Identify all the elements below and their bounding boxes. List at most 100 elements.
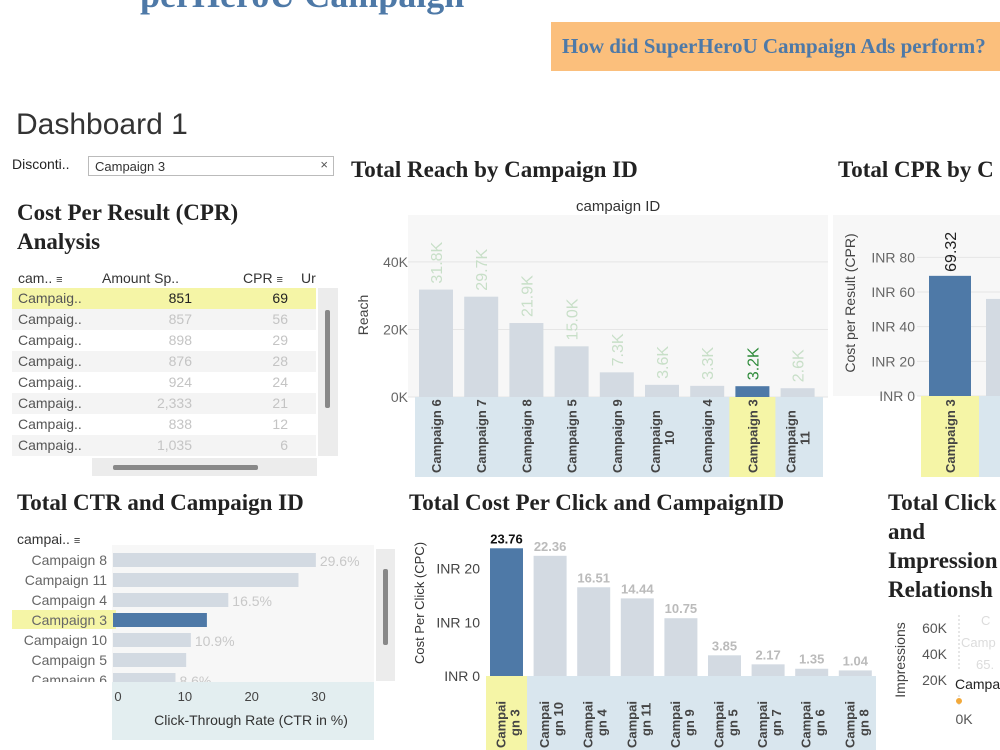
filter-value: Campaign 3 bbox=[95, 159, 166, 174]
x-tick-label: 0K bbox=[955, 711, 973, 727]
bar[interactable] bbox=[577, 587, 611, 676]
bar[interactable] bbox=[838, 670, 872, 676]
cpr-y-axis-label: Cost per Result (CPR) bbox=[842, 233, 858, 372]
sort-icon[interactable]: ≡ bbox=[56, 274, 63, 286]
y-tick-label: INR 80 bbox=[871, 249, 915, 265]
bar[interactable] bbox=[113, 633, 191, 647]
bar[interactable] bbox=[795, 668, 829, 676]
col-header-amount[interactable]: Amount Sp.. bbox=[102, 270, 180, 286]
clicks-y-axis-label: Impressions bbox=[892, 622, 908, 697]
table-row[interactable]: Campaig.. 898 29 bbox=[12, 330, 316, 351]
bar[interactable] bbox=[113, 553, 316, 567]
bar[interactable] bbox=[664, 618, 698, 676]
bar[interactable] bbox=[113, 593, 229, 607]
x-tick-label: gn 11 bbox=[638, 703, 653, 736]
y-tick-label: Campaign 4 bbox=[32, 592, 108, 608]
cpc-y-axis-label: Cost Per Click (CPC) bbox=[412, 542, 427, 664]
cell-amount: 898 bbox=[168, 332, 192, 348]
cpr-hscroll-thumb[interactable] bbox=[113, 465, 258, 470]
x-tick-label: Campai bbox=[755, 701, 770, 748]
bar[interactable] bbox=[464, 296, 499, 397]
col-header-campaign-label: cam.. bbox=[18, 270, 53, 286]
filter-label: Disconti.. bbox=[12, 156, 70, 172]
y-tick-label: Campaign 3 bbox=[32, 612, 108, 628]
bar[interactable] bbox=[751, 664, 785, 676]
bar-data-label: 29.7K bbox=[474, 249, 491, 291]
ctr-vscroll-thumb[interactable] bbox=[383, 569, 388, 645]
tooltip-text: Campa bbox=[955, 676, 1000, 692]
table-row[interactable]: Campaig.. 1,035 6 bbox=[12, 435, 316, 456]
bar[interactable] bbox=[708, 655, 741, 676]
ctr-x-axis-band bbox=[112, 682, 374, 740]
bar[interactable] bbox=[690, 385, 725, 397]
x-tick-label: 10 bbox=[662, 431, 677, 445]
col-header-campaign[interactable]: cam.. ≡ bbox=[18, 270, 63, 286]
table-row[interactable]: Campaig.. 924 24 bbox=[12, 372, 316, 393]
bar[interactable] bbox=[645, 384, 679, 397]
bar[interactable] bbox=[113, 613, 207, 627]
x-tick-label: Campaign bbox=[784, 410, 799, 473]
bar-data-label: 16.5% bbox=[232, 593, 272, 609]
bar-data-label: 21.9K bbox=[519, 275, 536, 317]
scatter-point[interactable] bbox=[956, 698, 962, 704]
cell-amount: 924 bbox=[168, 374, 192, 390]
cell-amount: 2,333 bbox=[156, 395, 192, 411]
y-tick-label: INR 0 bbox=[879, 388, 915, 404]
bar[interactable] bbox=[490, 548, 523, 676]
tooltip-faded-text: Camp bbox=[961, 635, 996, 650]
y-tick-label: 20K bbox=[383, 321, 409, 337]
table-row[interactable]: Campaig.. 2,333 21 bbox=[12, 393, 316, 414]
ctr-chart[interactable]: Campaign 8 29.6% Campaign 11 Campaign 4 16.5… bbox=[10, 545, 395, 740]
col-header-cpr[interactable]: CPR ≡ bbox=[243, 270, 283, 286]
x-tick-label: gn 10 bbox=[551, 702, 566, 736]
clicks-chart-title-line: Total Click bbox=[888, 490, 997, 515]
reach-chart-title: Total Reach by Campaign ID bbox=[351, 157, 638, 182]
bar[interactable] bbox=[113, 653, 187, 667]
bar[interactable] bbox=[533, 555, 567, 676]
bar[interactable] bbox=[113, 573, 299, 587]
cell-cpr: 29 bbox=[272, 332, 288, 348]
bar-data-label: 22.36 bbox=[534, 539, 567, 554]
bar[interactable] bbox=[599, 372, 634, 397]
sort-icon[interactable]: ≡ bbox=[73, 535, 81, 547]
y-tick-label: Campaign 8 bbox=[32, 552, 108, 568]
ctr-column-header[interactable]: campai.. ≡ bbox=[17, 531, 80, 547]
campaign-filter-input[interactable]: Campaign 3 × bbox=[88, 156, 334, 176]
bar[interactable] bbox=[509, 323, 544, 397]
table-row[interactable]: Campaig.. 857 56 bbox=[12, 309, 316, 330]
bar[interactable] bbox=[986, 298, 1000, 396]
bar-data-label: 3.3K bbox=[700, 347, 717, 380]
cpc-chart[interactable]: Cost Per Click (CPC) INR 20 INR 10 INR 0 23.… bbox=[408, 525, 880, 750]
cpr-chart[interactable]: Cost per Result (CPR) INR 80 INR 60 INR 40 I… bbox=[833, 215, 1000, 480]
reach-chart[interactable]: Reach 40K 20K 0K 31.8K Campaign 6 29.7K Campaig… bbox=[350, 215, 830, 480]
bar-data-label: 10.75 bbox=[665, 601, 698, 616]
page-title: Dashboard 1 bbox=[16, 108, 188, 141]
bar[interactable] bbox=[929, 275, 971, 396]
bar[interactable] bbox=[735, 386, 770, 397]
x-tick-label: Campaign 7 bbox=[474, 399, 489, 473]
bar[interactable] bbox=[780, 388, 815, 397]
tooltip-box bbox=[951, 669, 1000, 695]
clear-filter-icon[interactable]: × bbox=[320, 157, 328, 172]
table-row[interactable]: Campaig.. 838 12 bbox=[12, 414, 316, 435]
cpr-table-hscroll[interactable] bbox=[92, 458, 317, 476]
cell-amount: 876 bbox=[168, 353, 192, 369]
bar[interactable] bbox=[419, 289, 453, 397]
bar-data-label: 3.6K bbox=[655, 346, 672, 379]
highlight-band bbox=[12, 610, 116, 629]
table-row[interactable]: Campaig.. 851 69 bbox=[12, 288, 316, 309]
sort-icon[interactable]: ≡ bbox=[276, 274, 283, 286]
cpr-table-vscroll[interactable] bbox=[318, 288, 338, 456]
cpr-vscroll-thumb[interactable] bbox=[325, 310, 330, 408]
clicks-impressions-chart[interactable]: Impressions 60K 40K 20K C Camp 65, Campa 0K bbox=[885, 605, 1000, 750]
col-header-unit[interactable]: Ur bbox=[301, 270, 316, 286]
x-tick-label: gn 3 bbox=[508, 709, 523, 736]
clicks-chart-title-line: Impression bbox=[888, 548, 998, 573]
bar[interactable] bbox=[554, 346, 589, 397]
cell-amount: 838 bbox=[168, 416, 192, 432]
bar[interactable] bbox=[620, 598, 654, 676]
y-tick-label: INR 20 bbox=[436, 561, 480, 577]
table-row[interactable]: Campaig.. 876 28 bbox=[12, 351, 316, 372]
x-tick-label: Campaign bbox=[648, 410, 663, 473]
cell-campaign: Campaig.. bbox=[18, 290, 82, 306]
